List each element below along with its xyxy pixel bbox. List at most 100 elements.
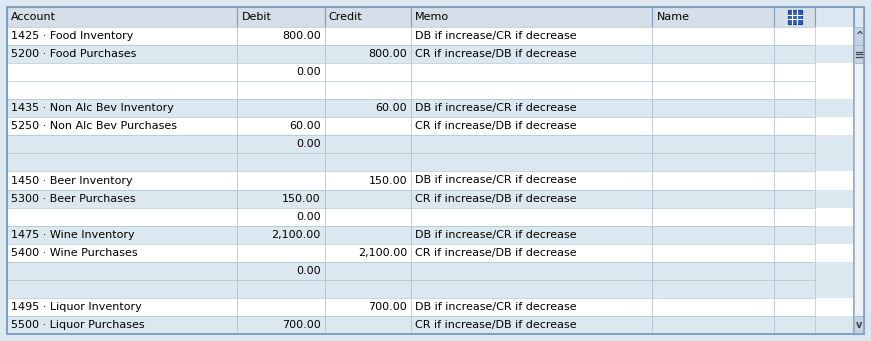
Bar — [854, 7, 864, 334]
Text: 1435 · Non Alc Bev Inventory: 1435 · Non Alc Bev Inventory — [11, 103, 174, 113]
Bar — [411, 135, 652, 153]
Bar — [7, 7, 238, 27]
Bar — [411, 208, 652, 226]
Bar — [7, 172, 238, 190]
Text: 1495 · Liquor Inventory: 1495 · Liquor Inventory — [11, 302, 142, 312]
Bar — [652, 316, 774, 334]
Bar — [7, 153, 854, 172]
Bar — [238, 298, 325, 316]
Bar — [7, 280, 854, 298]
Text: 60.00: 60.00 — [289, 121, 321, 131]
Bar — [325, 81, 411, 99]
Bar — [7, 316, 854, 334]
Bar — [774, 316, 815, 334]
Text: CR if increase/DB if decrease: CR if increase/DB if decrease — [415, 121, 577, 131]
Bar — [411, 244, 652, 262]
Bar — [774, 81, 815, 99]
Text: DB if increase/CR if decrease: DB if increase/CR if decrease — [415, 103, 577, 113]
Bar — [411, 280, 652, 298]
Text: DB if increase/CR if decrease: DB if increase/CR if decrease — [415, 176, 577, 186]
Text: 0.00: 0.00 — [296, 139, 321, 149]
Bar — [411, 153, 652, 172]
Bar — [652, 280, 774, 298]
Bar — [7, 153, 238, 172]
Bar — [652, 99, 774, 117]
Bar — [652, 190, 774, 208]
Bar — [7, 117, 854, 135]
Bar — [411, 226, 652, 244]
Bar — [325, 190, 411, 208]
Bar — [238, 135, 325, 153]
Text: 700.00: 700.00 — [368, 302, 407, 312]
Bar — [7, 135, 854, 153]
Text: 700.00: 700.00 — [282, 320, 321, 330]
Bar — [7, 298, 238, 316]
Text: 800.00: 800.00 — [368, 49, 407, 59]
Text: DB if increase/CR if decrease: DB if increase/CR if decrease — [415, 230, 577, 240]
Bar — [774, 135, 815, 153]
Bar — [325, 135, 411, 153]
Bar — [774, 244, 815, 262]
Text: CR if increase/DB if decrease: CR if increase/DB if decrease — [415, 320, 577, 330]
Text: 1450 · Beer Inventory: 1450 · Beer Inventory — [11, 176, 132, 186]
Bar — [325, 7, 411, 27]
Bar — [7, 298, 854, 316]
Bar — [774, 153, 815, 172]
Bar — [238, 244, 325, 262]
Bar — [7, 99, 854, 117]
Bar — [774, 226, 815, 244]
Bar — [411, 81, 652, 99]
Bar — [652, 172, 774, 190]
Text: DB if increase/CR if decrease: DB if increase/CR if decrease — [415, 302, 577, 312]
Bar — [7, 63, 854, 81]
Bar — [325, 63, 411, 81]
Bar — [325, 280, 411, 298]
Bar — [238, 117, 325, 135]
Bar — [7, 244, 854, 262]
Bar — [7, 280, 238, 298]
Bar — [238, 45, 325, 63]
Bar — [325, 153, 411, 172]
Bar — [238, 280, 325, 298]
Text: 2,100.00: 2,100.00 — [358, 248, 407, 258]
Text: Debit: Debit — [241, 12, 271, 22]
Bar — [652, 81, 774, 99]
Bar — [7, 81, 854, 99]
Bar — [652, 226, 774, 244]
Bar — [238, 226, 325, 244]
Bar — [325, 99, 411, 117]
Bar — [774, 172, 815, 190]
Bar — [325, 298, 411, 316]
Bar — [411, 172, 652, 190]
Bar — [774, 7, 815, 27]
Bar — [7, 81, 238, 99]
Text: 5300 · Beer Purchases: 5300 · Beer Purchases — [11, 194, 136, 204]
Text: Account: Account — [11, 12, 56, 22]
Bar — [411, 99, 652, 117]
Bar — [7, 190, 238, 208]
Bar — [774, 262, 815, 280]
Bar — [325, 172, 411, 190]
Bar — [238, 208, 325, 226]
Text: 5200 · Food Purchases: 5200 · Food Purchases — [11, 49, 137, 59]
Text: DB if increase/CR if decrease: DB if increase/CR if decrease — [415, 31, 577, 41]
Bar — [652, 7, 774, 27]
Bar — [774, 63, 815, 81]
Bar — [774, 27, 815, 45]
Bar — [7, 208, 238, 226]
Bar — [238, 190, 325, 208]
Bar — [652, 117, 774, 135]
Bar — [7, 135, 238, 153]
Bar — [238, 63, 325, 81]
Bar — [774, 298, 815, 316]
Bar — [7, 226, 238, 244]
Bar — [7, 316, 238, 334]
Bar — [774, 280, 815, 298]
Bar — [325, 244, 411, 262]
Bar — [238, 153, 325, 172]
Bar — [325, 226, 411, 244]
Bar — [325, 208, 411, 226]
Bar — [7, 117, 238, 135]
Bar — [787, 10, 801, 24]
Bar — [652, 262, 774, 280]
